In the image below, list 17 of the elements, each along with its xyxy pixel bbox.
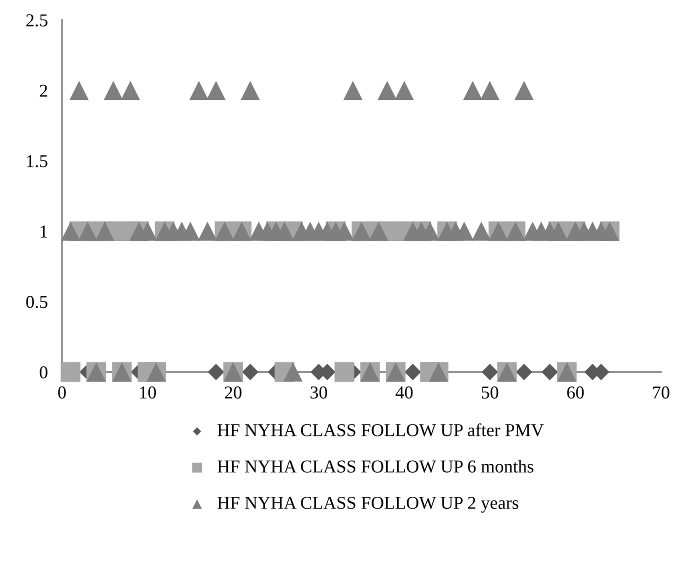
x-tick-label: 20 bbox=[224, 386, 242, 399]
x-tick-label: 10 bbox=[140, 386, 156, 399]
x-tick-label: 60 bbox=[567, 386, 584, 399]
x-tick-label: 70 bbox=[653, 386, 670, 399]
y-tick-label: 2.5 bbox=[26, 14, 48, 27]
y-tick-label: 0.5 bbox=[26, 296, 48, 308]
y-tick-label: 1.5 bbox=[27, 155, 48, 168]
x-tick-label: 30 bbox=[310, 386, 328, 399]
y-tick-label: 2 bbox=[40, 84, 48, 97]
x-tick-label: 0 bbox=[58, 386, 66, 399]
legend-label: HF NYHA CLASS FOLLOW UP after PMV bbox=[217, 423, 544, 436]
x-tick-label: 50 bbox=[482, 386, 498, 399]
y-tick-label: 0 bbox=[40, 366, 48, 378]
y-tick-label: 1 bbox=[40, 226, 48, 238]
legend-label: HF NYHA CLASS FOLLOW UP 6 months bbox=[217, 460, 534, 473]
x-tick-label: 40 bbox=[396, 386, 413, 399]
legend-label: HF NYHA CLASS FOLLOW UP 2 years bbox=[217, 496, 518, 513]
